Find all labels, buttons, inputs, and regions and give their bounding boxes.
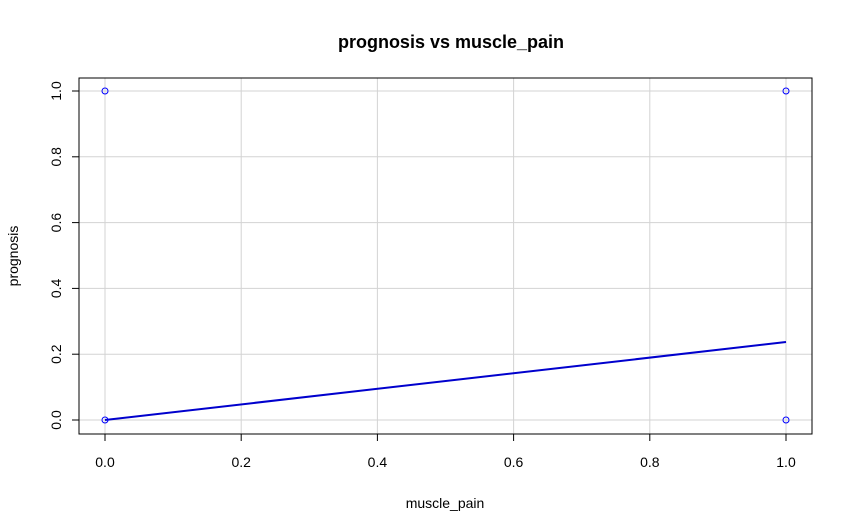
x-axis-label: muscle_pain [406, 495, 485, 511]
y-tick-label: 0.2 [48, 344, 64, 364]
regression-line [104, 341, 787, 421]
x-tick-label: 0.4 [368, 454, 388, 470]
series [101, 87, 790, 424]
y-tick-label: 0.0 [48, 410, 64, 430]
plot-frame [78, 77, 813, 435]
x-tick-label: 1.0 [776, 454, 796, 470]
y-axis-label: prognosis [5, 226, 21, 287]
x-tick-label: 0.8 [640, 454, 660, 470]
y-tick-label: 1.0 [48, 81, 64, 101]
x-tick-label: 0.6 [504, 454, 524, 470]
y-tick-label: 0.4 [48, 278, 64, 298]
data-point [101, 416, 109, 424]
grid [79, 78, 812, 434]
data-point [782, 416, 790, 424]
x-tick-label: 0.0 [95, 454, 115, 470]
data-point [101, 87, 109, 95]
x-tick-label: 0.2 [231, 454, 251, 470]
y-tick-label: 0.8 [48, 147, 64, 167]
y-axis: 0.0 0.2 0.4 0.6 0.8 1.0 [48, 81, 79, 430]
y-tick-label: 0.6 [48, 213, 64, 233]
chart-title: prognosis vs muscle_pain [338, 32, 564, 52]
x-axis: 0.0 0.2 0.4 0.6 0.8 1.0 [95, 434, 796, 470]
data-point [782, 87, 790, 95]
